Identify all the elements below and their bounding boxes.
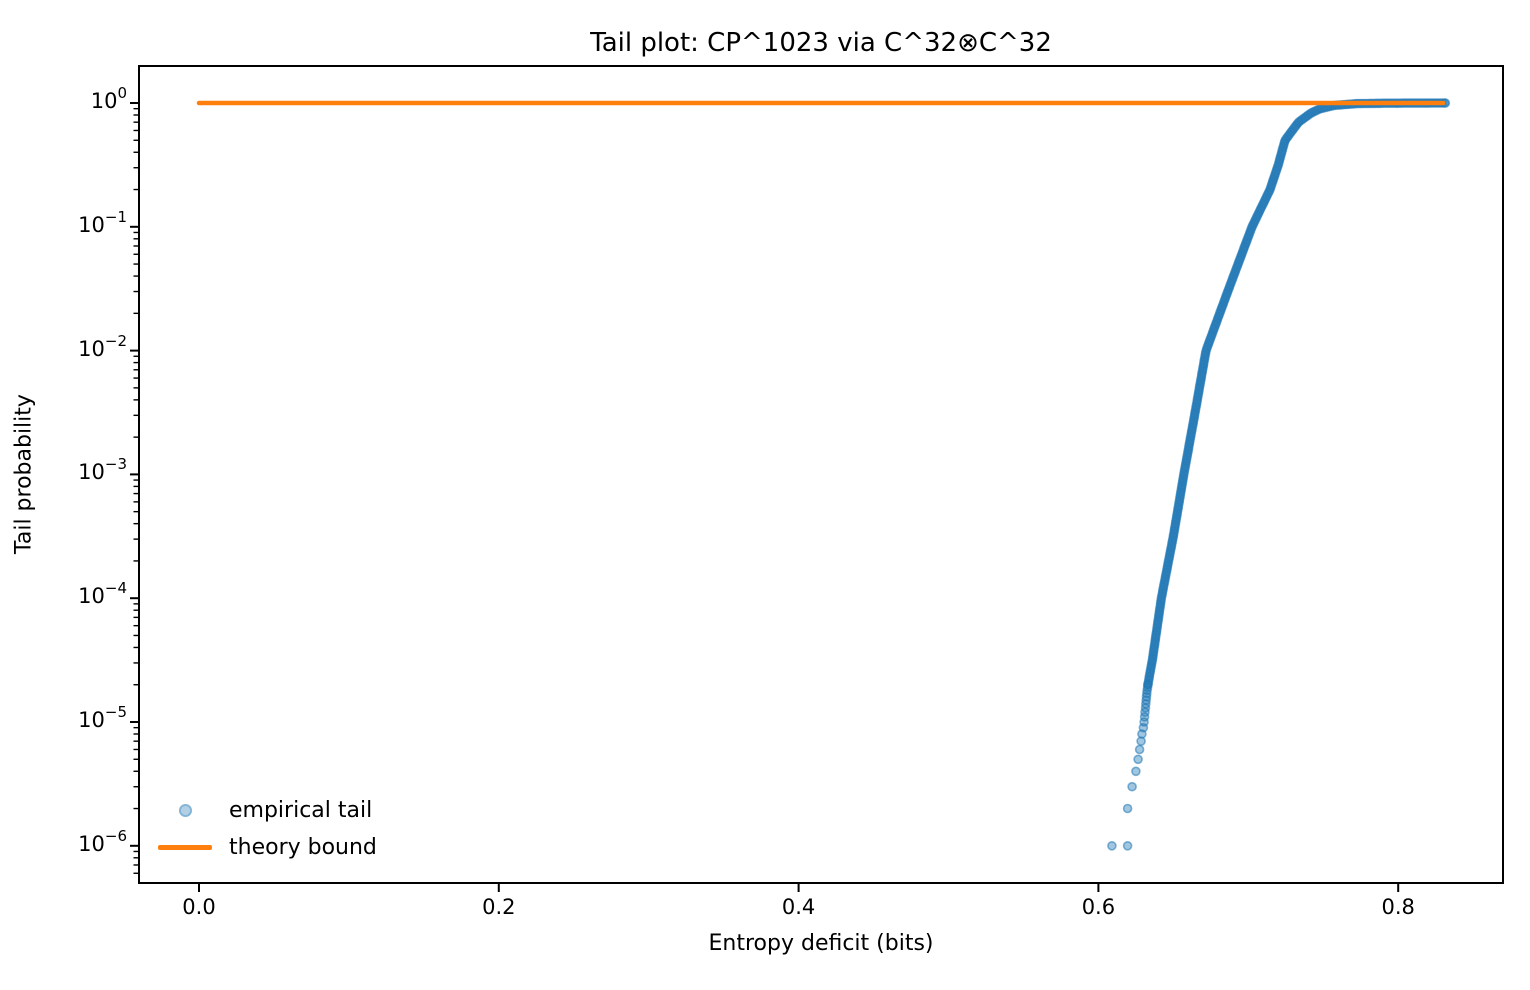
y-tick-label: 10−4: [78, 579, 127, 609]
legend-handle: [158, 806, 212, 815]
legend-entry-empirical-tail: empirical tail: [158, 792, 377, 829]
line-marker-icon: [158, 845, 212, 850]
y-tick-label: 10−6: [78, 826, 127, 856]
x-tick-label: 0.2: [482, 895, 516, 919]
x-tick-label: 0.6: [1081, 895, 1116, 919]
scatter-marker-icon: [180, 806, 190, 815]
legend-handle: [158, 845, 212, 850]
y-tick-label: 10−1: [78, 207, 127, 237]
scatter-series-empirical-tail: [1107, 98, 1451, 851]
x-tick-label: 0.4: [781, 895, 816, 919]
y-tick-label: 10−3: [78, 455, 127, 485]
y-axis-label: Tail probability: [11, 394, 37, 554]
x-axis-label: Entropy deficit (bits): [708, 931, 934, 956]
legend: empirical tail theory bound: [158, 792, 377, 866]
x-tick-label: 0.0: [182, 895, 216, 919]
y-tick-label: 10−2: [78, 331, 127, 361]
legend-label: empirical tail: [229, 798, 373, 823]
y-tick-label: 100: [90, 84, 127, 114]
y-tick-label: 10−5: [78, 703, 127, 733]
chart-title: Tail plot: CP^1023 via C^32⊗C^32: [590, 28, 1052, 58]
x-tick-label: 0.8: [1381, 895, 1415, 919]
axes-spines: [138, 65, 1504, 884]
legend-entry-theory-bound: theory bound: [158, 829, 377, 866]
legend-label: theory bound: [229, 835, 377, 860]
